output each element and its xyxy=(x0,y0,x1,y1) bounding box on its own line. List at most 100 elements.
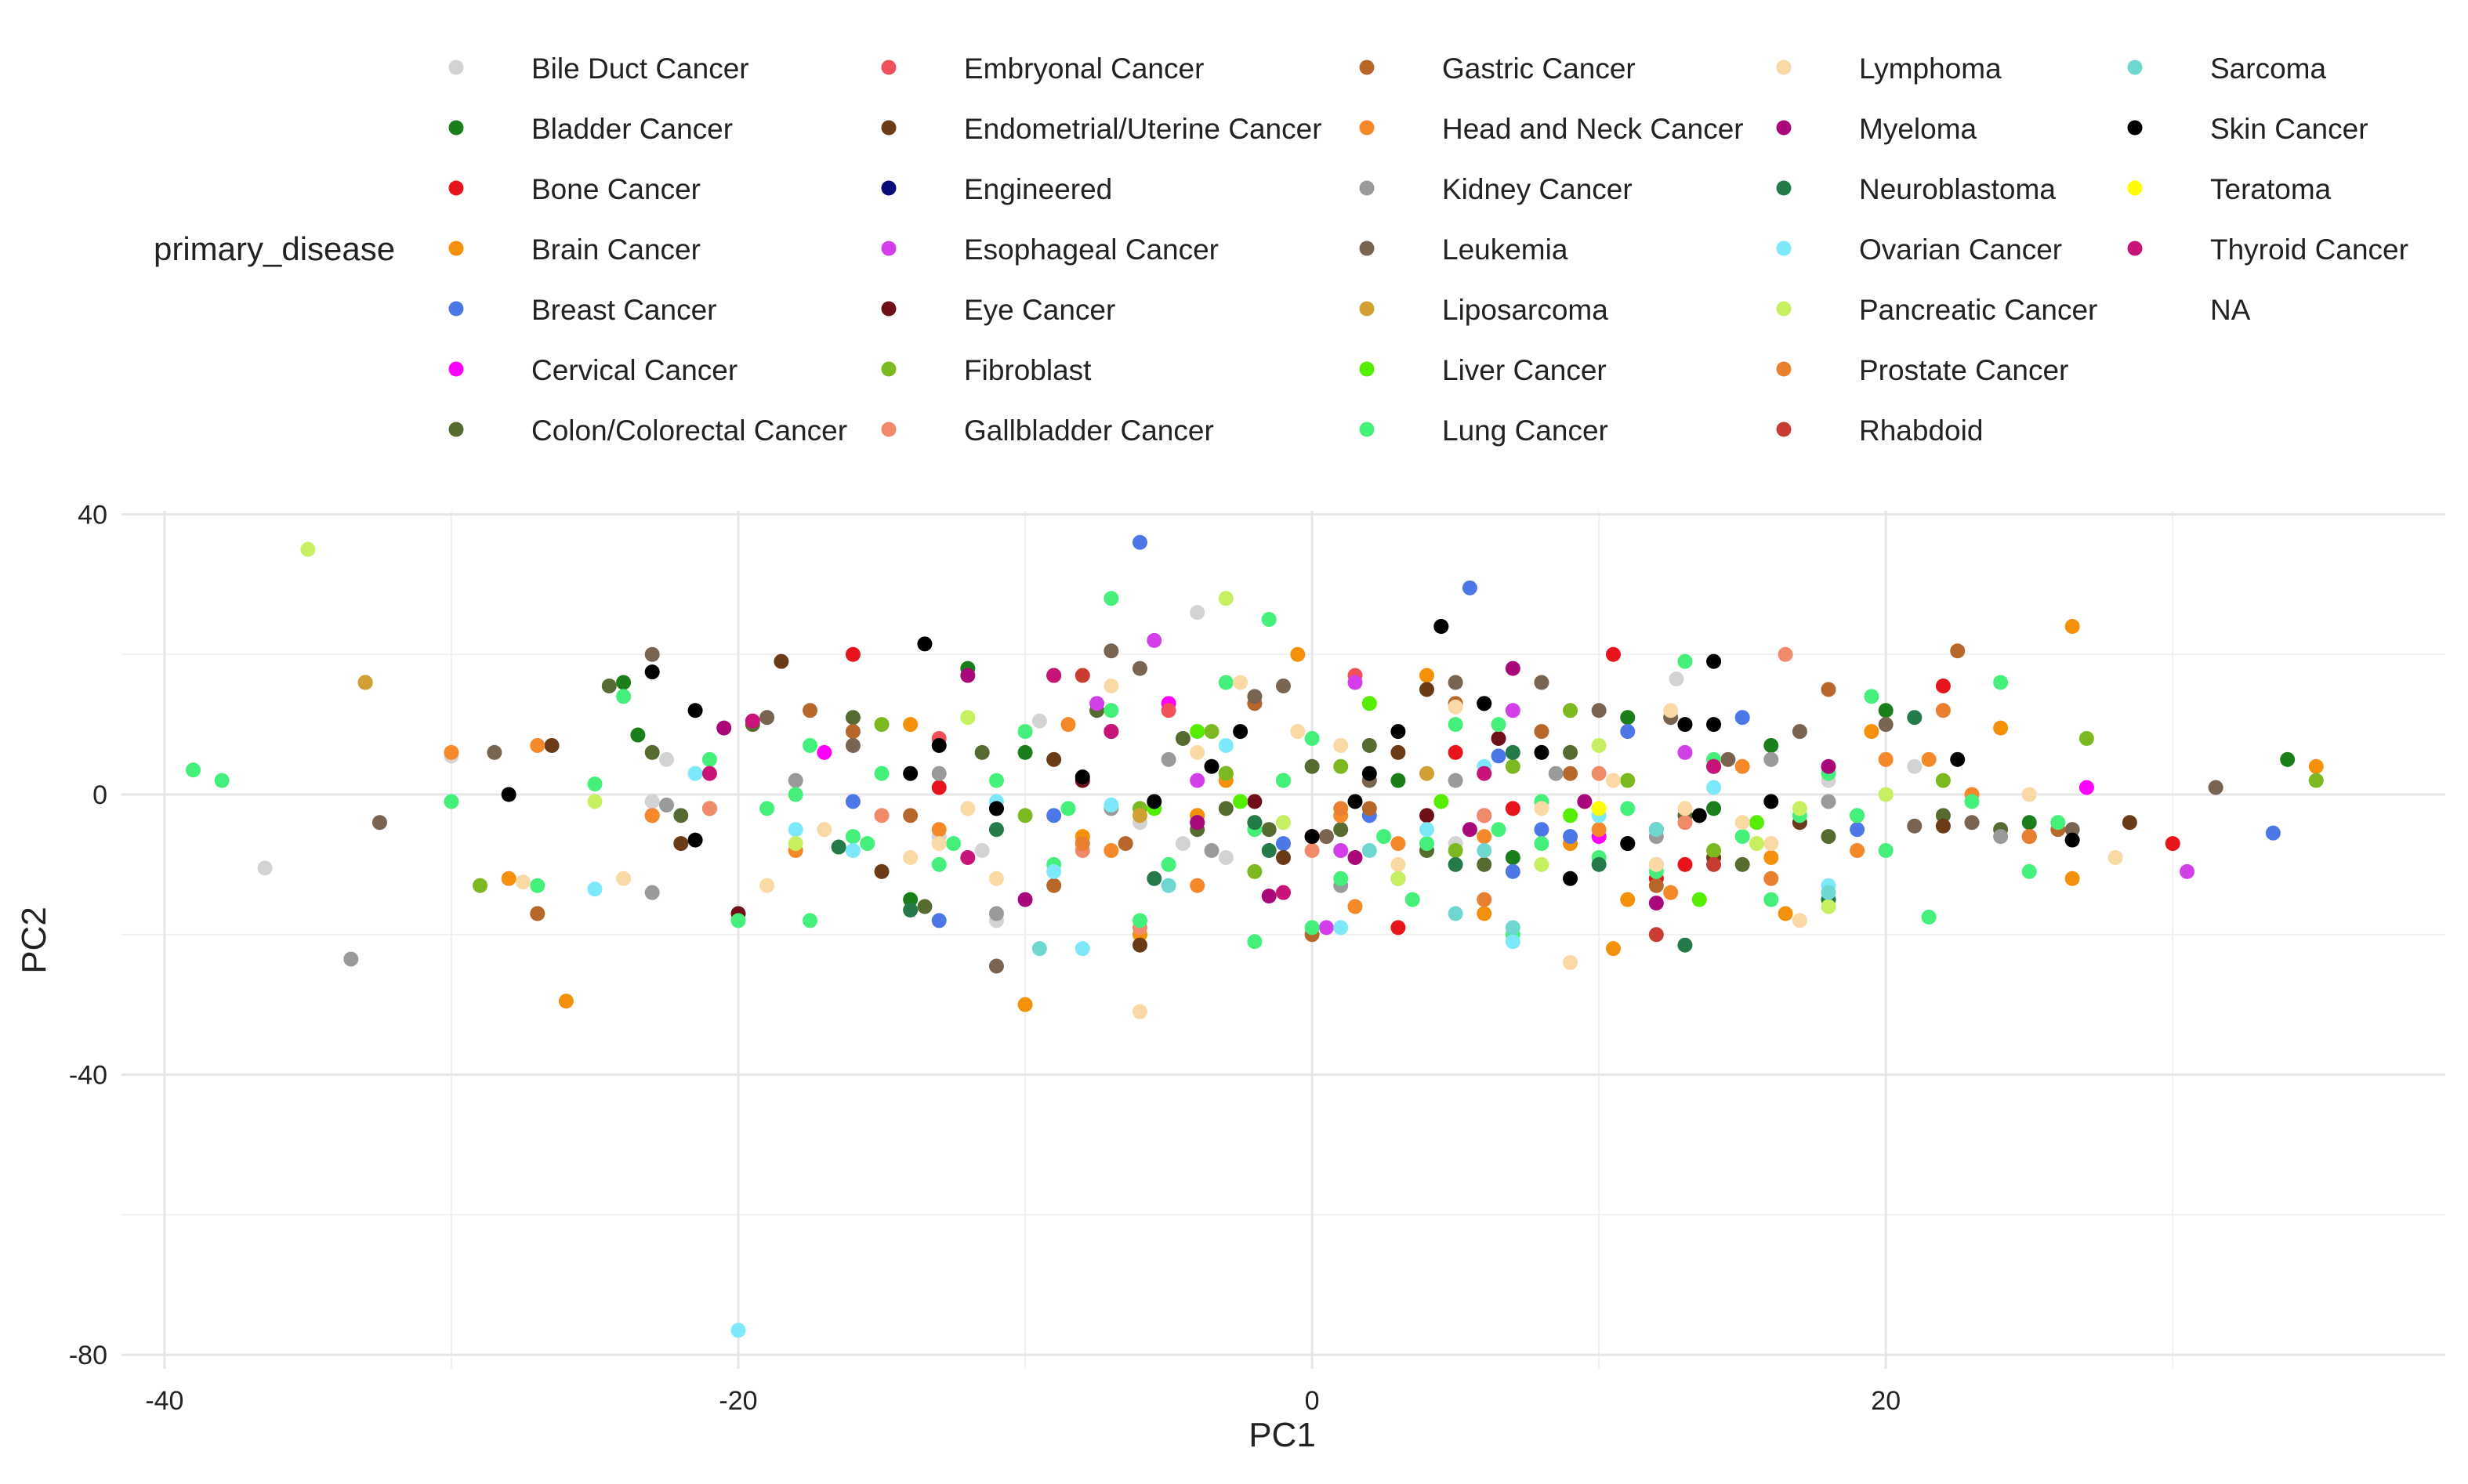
legend-item: Teratoma xyxy=(2127,173,2332,205)
data-point xyxy=(860,836,875,852)
data-point xyxy=(1161,703,1176,718)
data-point xyxy=(1878,717,1894,733)
data-point xyxy=(1563,744,1578,760)
data-point xyxy=(1304,758,1320,774)
data-point xyxy=(2165,836,2180,852)
data-point xyxy=(1605,941,1621,957)
data-point xyxy=(1563,829,1578,845)
data-point xyxy=(931,822,947,838)
data-point xyxy=(931,836,947,852)
data-point xyxy=(601,678,617,693)
data-point xyxy=(2050,815,2066,831)
legend-label: Myeloma xyxy=(1859,113,1977,145)
data-point xyxy=(1031,941,1047,957)
data-point xyxy=(1448,856,1463,872)
data-point xyxy=(1477,843,1492,859)
data-point xyxy=(1534,822,1549,838)
data-point xyxy=(1233,794,1248,809)
data-point xyxy=(917,899,933,914)
legend-item: Leukemia xyxy=(1359,233,1568,266)
legend-item: Rhabdoid xyxy=(1776,414,1983,447)
data-point xyxy=(1993,720,2009,736)
data-point xyxy=(1591,856,1607,872)
data-point xyxy=(1261,843,1277,859)
legend-item: Myeloma xyxy=(1776,113,1977,145)
data-point xyxy=(687,832,703,848)
y-tick-label: 0 xyxy=(92,780,107,810)
data-point xyxy=(2308,773,2324,788)
data-point xyxy=(1591,766,1607,781)
data-point xyxy=(1964,815,1980,831)
data-point xyxy=(988,958,1004,974)
data-point xyxy=(2021,787,2037,802)
data-point xyxy=(845,829,861,845)
legend-item: Liver Cancer xyxy=(1359,354,1607,386)
data-point xyxy=(1304,920,1320,936)
data-point xyxy=(214,773,230,788)
data-point xyxy=(1620,892,1636,907)
data-point xyxy=(1390,920,1406,936)
data-point xyxy=(874,766,890,781)
legend-label: Neuroblastoma xyxy=(1859,173,2056,205)
data-point xyxy=(1448,717,1463,733)
data-point xyxy=(1734,758,1750,774)
data-point xyxy=(644,646,660,662)
data-point xyxy=(759,710,775,726)
data-point xyxy=(587,881,603,897)
legend-key xyxy=(448,60,464,75)
data-point xyxy=(1060,717,1076,733)
data-point xyxy=(1878,703,1894,718)
data-point xyxy=(1060,801,1076,816)
data-point xyxy=(1204,724,1220,740)
data-point xyxy=(917,636,933,652)
data-point xyxy=(1477,766,1492,781)
data-point xyxy=(1147,794,1162,809)
data-point xyxy=(1304,731,1320,747)
data-point xyxy=(1950,643,1966,659)
data-point xyxy=(1261,889,1277,904)
data-point xyxy=(1821,885,1836,900)
data-point xyxy=(1477,856,1492,872)
data-point xyxy=(845,843,861,859)
data-point xyxy=(1491,748,1506,764)
data-point xyxy=(1089,696,1105,711)
data-point xyxy=(444,794,459,809)
data-point xyxy=(931,737,947,753)
data-point xyxy=(186,762,201,778)
data-point xyxy=(530,878,545,893)
data-point xyxy=(1763,836,1779,852)
legend-key xyxy=(1776,60,1792,75)
legend-label: Engineered xyxy=(964,173,1112,205)
data-point xyxy=(1907,758,1923,774)
legend-item: Sarcoma xyxy=(2127,52,2326,85)
data-point xyxy=(874,717,890,733)
data-point xyxy=(1864,724,1879,740)
legend-title: primary_disease xyxy=(154,230,395,267)
data-point xyxy=(501,870,516,886)
legend-label: Kidney Cancer xyxy=(1442,173,1633,205)
data-point xyxy=(1749,815,1764,831)
data-point xyxy=(988,801,1004,816)
data-point xyxy=(1691,808,1707,823)
data-point xyxy=(2280,751,2296,767)
data-point xyxy=(1864,689,1879,704)
data-point xyxy=(1190,773,1205,788)
data-point xyxy=(903,892,919,907)
data-point xyxy=(1276,849,1291,865)
data-point xyxy=(2078,780,2094,795)
data-point xyxy=(1706,843,1722,859)
data-point xyxy=(1821,758,1836,774)
data-point xyxy=(1104,797,1119,813)
legend-item: Esophageal Cancer xyxy=(881,233,1219,266)
x-tick-label: -20 xyxy=(719,1386,757,1416)
legend-key xyxy=(881,120,897,136)
data-point xyxy=(1907,818,1923,834)
data-point xyxy=(1333,870,1349,886)
data-point xyxy=(1477,808,1492,823)
data-point xyxy=(1318,920,1334,936)
data-point xyxy=(1821,829,1836,845)
data-point xyxy=(473,878,488,893)
legend-item: Head and Neck Cancer xyxy=(1359,113,1744,145)
data-point xyxy=(2064,822,2080,838)
